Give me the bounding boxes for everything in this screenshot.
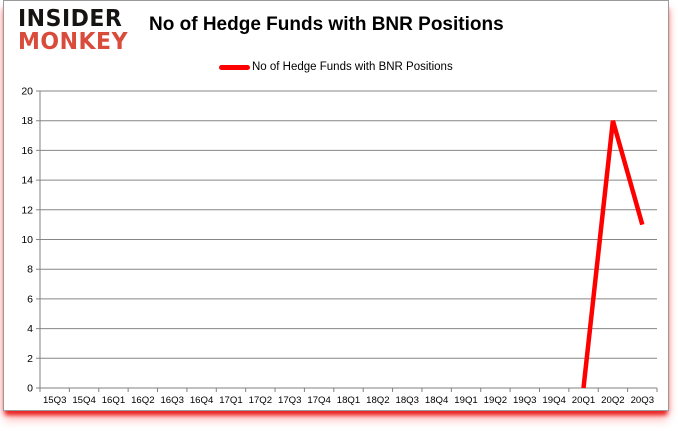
x-axis-label: 15Q4 [72, 395, 96, 406]
chart-title: No of Hedge Funds with BNR Positions [149, 14, 504, 35]
y-axis-label: 4 [27, 323, 33, 335]
x-axis-label: 18Q3 [396, 395, 419, 406]
x-axis-label: 18Q1 [337, 395, 360, 406]
legend-line-swatch [219, 64, 250, 70]
y-axis-label: 18 [21, 115, 33, 127]
x-axis-label: 17Q1 [219, 395, 242, 406]
x-axis-label: 16Q2 [131, 395, 154, 406]
y-axis-label: 12 [21, 204, 33, 216]
x-axis-label: 20Q2 [601, 395, 624, 406]
x-axis-label: 16Q3 [160, 395, 183, 406]
y-axis-label: 8 [27, 264, 33, 276]
y-axis-label: 6 [27, 293, 33, 305]
x-axis-label: 18Q4 [425, 395, 449, 406]
y-axis-label: 20 [21, 86, 33, 98]
x-axis-label: 18Q2 [366, 395, 389, 406]
x-axis-label: 17Q2 [249, 395, 272, 406]
logo-text-insider: INSIDER [18, 5, 123, 33]
logo-text-monkey: MONKEY [18, 29, 129, 56]
x-axis-label: 15Q3 [43, 395, 66, 406]
y-axis-label: 14 [21, 175, 33, 187]
x-axis-label: 17Q4 [307, 395, 331, 406]
y-axis-label: 2 [27, 353, 33, 365]
x-axis-label: 19Q4 [542, 395, 566, 406]
y-axis-label: 16 [21, 145, 33, 157]
x-axis-label: 17Q3 [278, 395, 301, 406]
series-line [581, 120, 645, 389]
insider-monkey-logo: INSIDER MONKEY [18, 5, 129, 56]
x-axis-label: 20Q3 [631, 395, 654, 406]
legend-label: No of Hedge Funds with BNR Positions [252, 61, 453, 73]
x-axis-label: 19Q2 [484, 395, 507, 406]
y-axis-label: 0 [27, 383, 33, 395]
y-axis-label: 10 [21, 234, 33, 246]
x-axis-label: 19Q3 [513, 395, 536, 406]
x-axis-label: 19Q1 [454, 395, 477, 406]
x-axis-label: 20Q1 [572, 395, 595, 406]
legend: No of Hedge Funds with BNR Positions [219, 61, 453, 73]
x-axis-label: 16Q4 [190, 395, 214, 406]
x-axis-label: 16Q1 [102, 395, 125, 406]
chart-frame: INSIDER MONKEY No of Hedge Funds with BN… [3, 0, 669, 411]
plot-area: 0 2 4 6 8 10 12 14 16 18 20 15Q3 15Q4 16Q1 16Q2 16Q3 16Q… [21, 86, 658, 406]
